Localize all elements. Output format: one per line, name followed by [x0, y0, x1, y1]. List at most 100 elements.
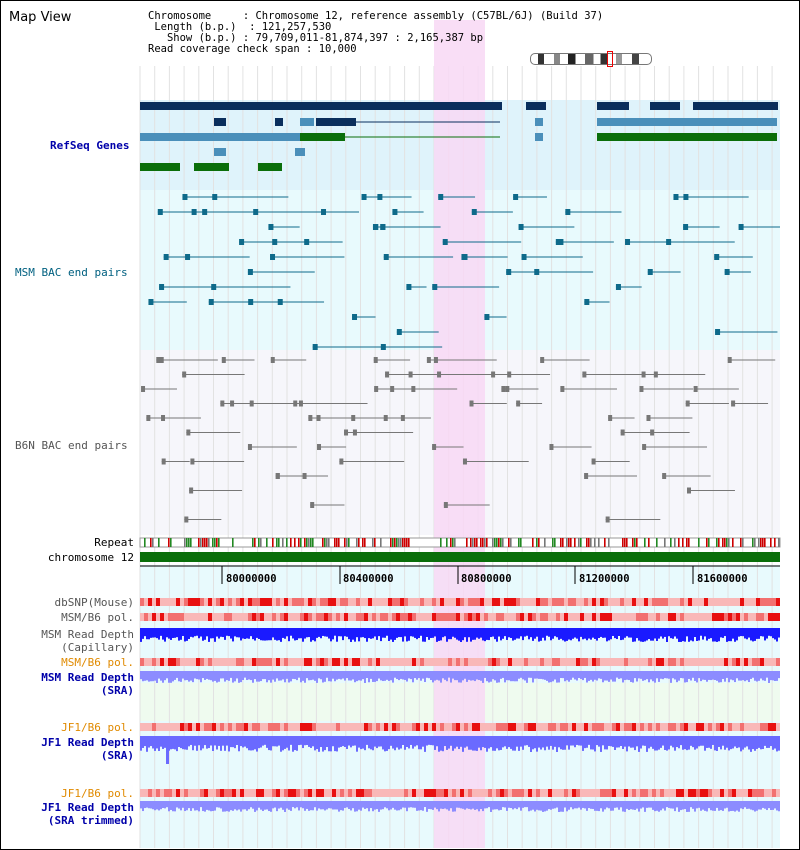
polymorphism-cell [616, 789, 620, 797]
bac-end-marker [141, 386, 146, 392]
polymorphism-cell [464, 723, 468, 731]
depth-bar [286, 628, 288, 637]
polymorphism-cell [572, 789, 576, 797]
repeat-element [322, 538, 324, 547]
depth-bar [200, 628, 202, 637]
depth-bar [576, 628, 578, 639]
depth-bar [224, 801, 226, 812]
depth-bar [144, 801, 146, 809]
polymorphism-cell [428, 723, 432, 731]
depth-bar [430, 628, 432, 638]
depth-bar [690, 628, 692, 641]
polymorphism-cell [696, 598, 700, 606]
depth-bar [406, 628, 408, 642]
polymorphism-cell [472, 723, 476, 731]
polymorphism-cell [552, 658, 556, 666]
polymorphism-cell [304, 613, 308, 621]
depth-bar [688, 628, 690, 642]
polymorphism-cell [700, 658, 704, 666]
depth-bar [276, 671, 278, 679]
polymorphism-cell [584, 658, 588, 666]
polymorphism-cell [296, 658, 300, 666]
depth-bar [740, 628, 742, 637]
depth-bar [618, 801, 620, 810]
polymorphism-cell [184, 789, 188, 797]
depth-bar [148, 736, 150, 748]
depth-bar [380, 628, 382, 642]
polymorphism-cell [724, 723, 728, 731]
repeat-element [510, 538, 512, 547]
polymorphism-cell [648, 598, 652, 606]
depth-bar [318, 801, 320, 809]
depth-bar [246, 801, 248, 811]
polymorphism-cell [444, 613, 448, 621]
depth-bar [478, 628, 480, 639]
depth-bar [586, 671, 588, 683]
depth-bar [756, 671, 758, 682]
polymorphism-cell [344, 723, 348, 731]
depth-bar [526, 628, 528, 636]
depth-bar [682, 801, 684, 810]
polymorphism-cell [636, 789, 640, 797]
depth-bar [182, 736, 184, 750]
depth-bar [522, 736, 524, 750]
depth-bar [632, 736, 634, 748]
depth-bar [734, 736, 736, 747]
polymorphism-cell [440, 613, 444, 621]
depth-bar [312, 628, 314, 641]
polymorphism-cell [248, 658, 252, 666]
depth-bar [286, 671, 288, 679]
track-label-b6n-bac[interactable]: B6N BAC end pairs [15, 439, 128, 452]
depth-bar [584, 801, 586, 809]
depth-bar [372, 671, 374, 682]
depth-bar [448, 801, 450, 811]
polymorphism-cell [244, 613, 248, 621]
polymorphism-cell [396, 598, 400, 606]
depth-bar [454, 736, 456, 749]
repeat-element [480, 538, 482, 547]
depth-bar [358, 801, 360, 810]
repeat-element [682, 538, 684, 547]
depth-bar [308, 628, 310, 638]
repeat-element [476, 538, 478, 547]
polymorphism-cell [640, 598, 644, 606]
depth-bar [366, 671, 368, 678]
depth-bar [256, 801, 258, 811]
polymorphism-cell [576, 789, 580, 797]
depth-bar [510, 628, 512, 639]
depth-bar [420, 628, 422, 636]
depth-bar [688, 671, 690, 679]
depth-bar [502, 801, 504, 808]
depth-bar [328, 801, 330, 809]
depth-bar [558, 736, 560, 748]
polymorphism-cell [756, 789, 760, 797]
depth-bar [620, 671, 622, 679]
polymorphism-cell [660, 598, 664, 606]
polymorphism-cell [748, 598, 752, 606]
polymorphism-cell [504, 723, 508, 731]
polymorphism-cell [552, 789, 556, 797]
chromosome-ideogram[interactable] [530, 53, 652, 65]
repeat-element [312, 538, 314, 547]
depth-bar [416, 671, 418, 680]
depth-bar [772, 801, 774, 810]
depth-bar [354, 628, 356, 642]
depth-bar [578, 736, 580, 746]
polymorphism-cell [420, 598, 424, 606]
depth-bar [298, 628, 300, 639]
track-label-msm-bac[interactable]: MSM BAC end pairs [15, 266, 128, 279]
repeat-element [474, 538, 476, 547]
track-label-refseq[interactable]: RefSeq Genes [50, 139, 130, 152]
polymorphism-cell [412, 723, 416, 731]
depth-bar [272, 628, 274, 638]
polymorphism-cell [232, 613, 236, 621]
depth-bar [198, 628, 200, 639]
polymorphism-cell [676, 598, 680, 606]
depth-bar [472, 736, 474, 751]
depth-bar [156, 736, 158, 749]
depth-bar [598, 671, 600, 679]
depth-bar [186, 736, 188, 750]
depth-bar [712, 801, 714, 811]
polymorphism-cell [304, 658, 308, 666]
